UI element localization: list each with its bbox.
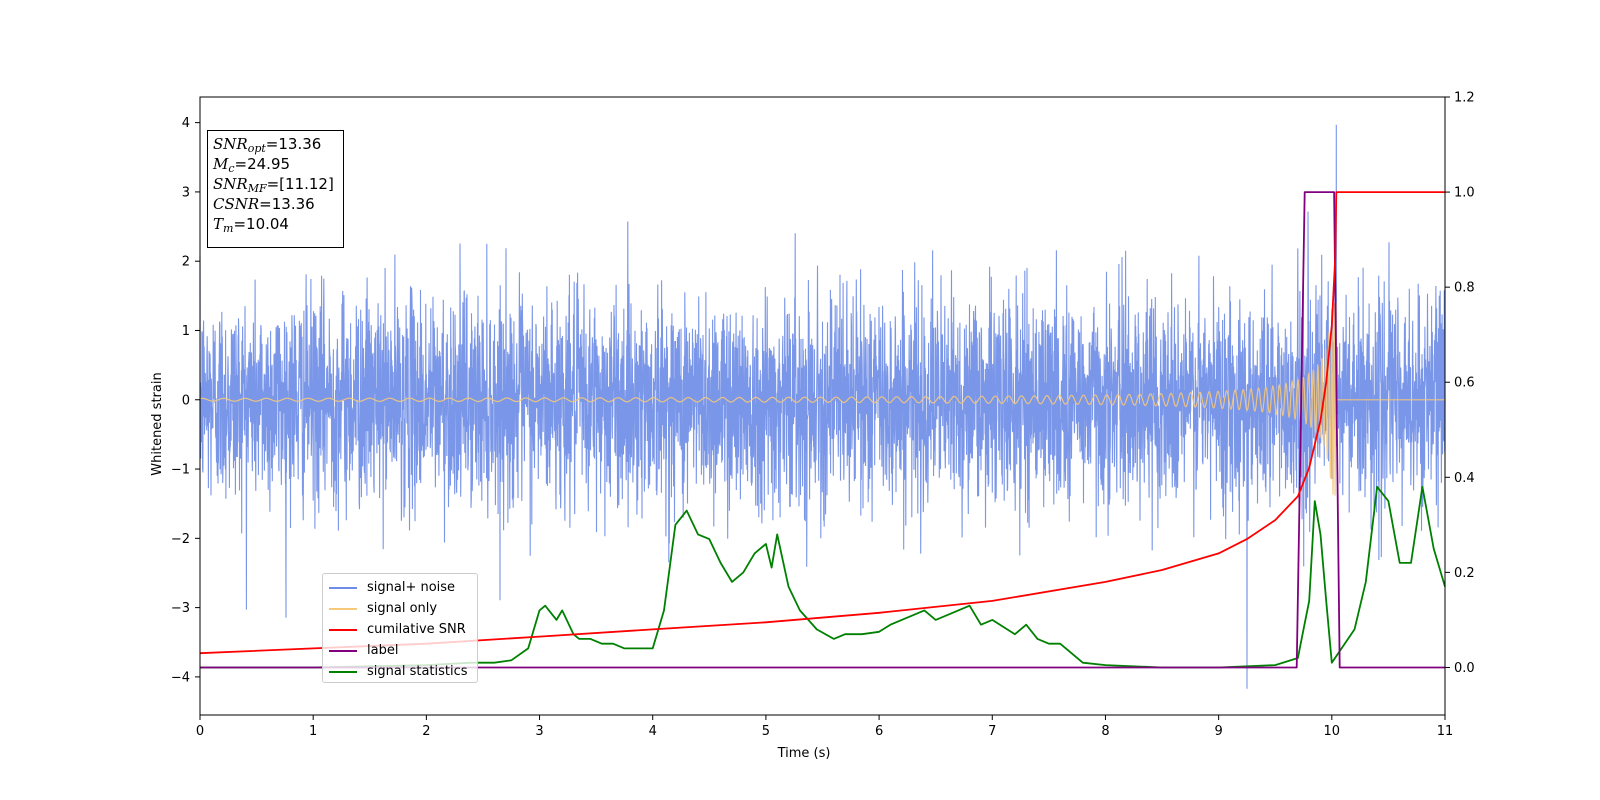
y2-tick-label: 0.2 (1454, 566, 1475, 581)
series-line-signal-noise (199, 124, 1446, 689)
y-tick-label: −1 (171, 463, 190, 478)
legend-swatch (329, 628, 357, 631)
x-tick-label: 8 (1101, 724, 1109, 739)
y-tick-label: −3 (171, 601, 190, 616)
legend-swatch (329, 586, 357, 589)
x-tick-label: 4 (649, 724, 657, 739)
y-axis-label: Whitened strain (150, 372, 165, 475)
y-axis-ticks: 4 3 2 1 0 −1 −2 −3 −4 (171, 116, 200, 685)
legend-item-signal-statistics: signal statistics (329, 661, 471, 682)
y-tick-label: 1 (182, 324, 190, 339)
y2-tick-label: 1.0 (1454, 186, 1475, 201)
x-tick-label: 11 (1437, 724, 1454, 739)
signal-only-series (199, 303, 1445, 496)
mc-annotation: Mc=24.95 (213, 155, 291, 175)
x-tick-label: 7 (988, 724, 996, 739)
snr-mf-annotation: SNRMF=[11.12] (213, 175, 334, 195)
x-axis-label: Time (s) (777, 746, 831, 761)
x-tick-label: 1 (309, 724, 317, 739)
tm-annotation: Tm=10.04 (213, 215, 289, 235)
legend-item-label: label (329, 640, 471, 661)
annotation-box: SNRopt=13.36 Mc=24.95 SNRMF=[11.12] CSNR… (207, 130, 344, 248)
y2-axis-ticks: 1.2 1.0 0.8 0.6 0.4 0.2 0.0 (1445, 91, 1475, 676)
y-tick-label: −2 (171, 532, 190, 547)
y2-tick-label: 0.0 (1454, 661, 1475, 676)
x-tick-label: 10 (1324, 724, 1341, 739)
y-tick-label: 2 (182, 255, 190, 270)
y2-tick-label: 0.8 (1454, 281, 1475, 296)
csnr-annotation: CSNR=13.36 (213, 195, 315, 213)
y2-tick-label: 0.6 (1454, 376, 1475, 391)
x-tick-label: 5 (762, 724, 770, 739)
y2-tick-label: 0.4 (1454, 471, 1475, 486)
x-tick-label: 0 (196, 724, 204, 739)
x-tick-label: 9 (1214, 724, 1222, 739)
y-tick-label: −4 (171, 670, 190, 685)
plot-frame (199, 96, 1446, 716)
series-line-label (200, 191, 1445, 669)
y-tick-label: 3 (182, 185, 190, 200)
legend-swatch (329, 607, 357, 610)
right-axis-series (199, 191, 1446, 669)
y2-tick-label: 1.2 (1454, 91, 1475, 106)
series-line-signal-statistics (200, 485, 1446, 669)
series-line-signal-only (199, 303, 1445, 496)
y-tick-label: 4 (182, 116, 190, 131)
x-axis-ticks: 0 1 2 3 4 5 6 7 8 9 10 11 (196, 715, 1453, 739)
legend: signal+ noise signal only cumilative SNR… (322, 573, 478, 683)
x-tick-label: 2 (422, 724, 430, 739)
snr-opt-annotation: SNRopt=13.36 (213, 135, 322, 155)
legend-item-signal-noise: signal+ noise (329, 577, 471, 598)
legend-item-signal-only: signal only (329, 598, 471, 619)
series-line-cumulative-snr (199, 191, 1445, 655)
signal-noise-series (199, 124, 1446, 689)
x-tick-label: 3 (535, 724, 543, 739)
y-tick-label: 0 (182, 393, 190, 408)
legend-item-cumulative-snr: cumilative SNR (329, 619, 471, 640)
legend-swatch (329, 649, 357, 652)
x-tick-label: 6 (875, 724, 883, 739)
legend-swatch (329, 670, 357, 673)
